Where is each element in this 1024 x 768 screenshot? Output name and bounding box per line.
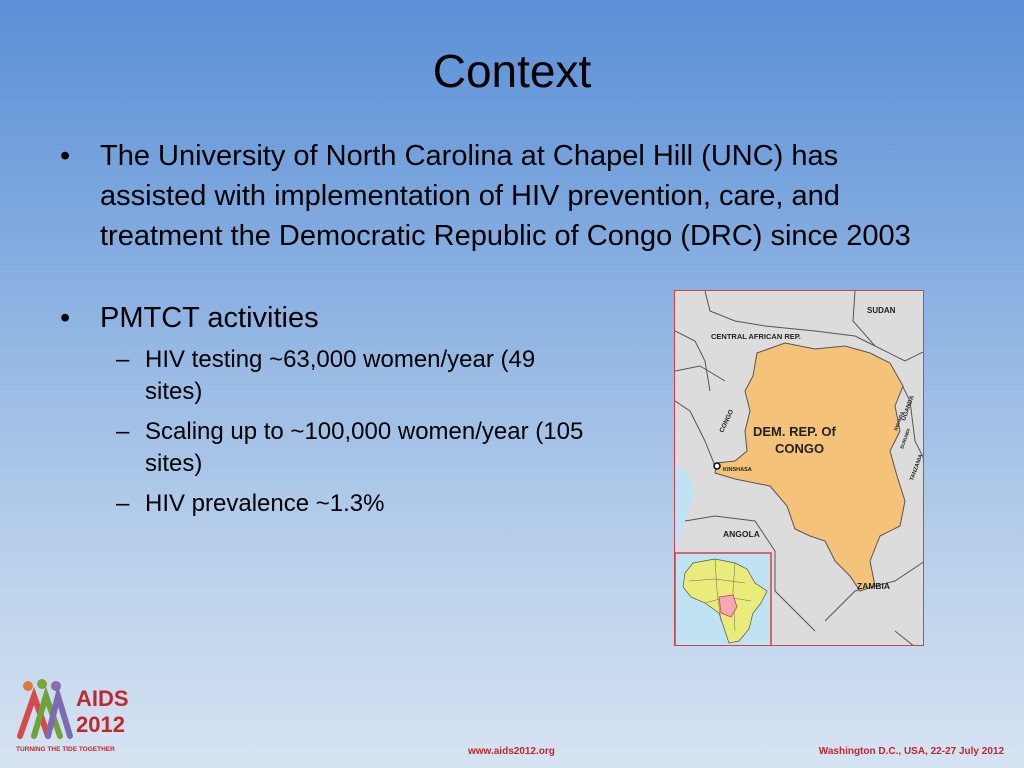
label-burundi: BURUNDI: [899, 428, 911, 449]
label-rwanda: RWANDA: [893, 410, 905, 431]
drc-map: SUDAN CENTRAL AFRICAN REP. DEM. REP. Of …: [674, 290, 924, 646]
label-zambia: ZAMBIA: [857, 581, 890, 591]
aids-logo-svg: AIDS 2012 TURNING THE TIDE TOGETHER: [16, 679, 129, 753]
label-car: CENTRAL AFRICAN REP.: [711, 332, 801, 341]
label-drc-line1: DEM. REP. Of: [753, 424, 837, 439]
dash-marker: –: [116, 490, 130, 517]
bullet-marker: •: [60, 140, 71, 172]
sub-bullet-text: HIV testing ~63,000 women/year (49 sites…: [145, 346, 536, 405]
drc-map-svg: SUDAN CENTRAL AFRICAN REP. DEM. REP. Of …: [675, 291, 923, 645]
sub-bullet-item: – HIV testing ~63,000 women/year (49 sit…: [60, 344, 585, 408]
logo-tagline: TURNING THE TIDE TOGETHER: [16, 746, 115, 753]
africa-inset-map: [675, 552, 772, 645]
sub-bullet-text: Scaling up to ~100,000 women/year (105 s…: [145, 418, 584, 477]
label-sudan: SUDAN: [867, 306, 896, 315]
sub-bullet-text: HIV prevalence ~1.3%: [145, 490, 385, 517]
slide-title: Context: [432, 45, 592, 97]
dash-marker: –: [116, 418, 130, 445]
bullet-item: • PMTCT activities: [60, 298, 940, 338]
sub-bullet-item: – HIV prevalence ~1.3%: [60, 488, 625, 520]
bullet-marker: •: [60, 302, 71, 334]
bullet-list: • The University of North Carolina at Ch…: [60, 136, 940, 528]
map-ocean: [675, 466, 689, 496]
footer-event-info: Washington D.C., USA, 22-27 July 2012: [818, 746, 1004, 757]
logo-aids-text: AIDS: [76, 686, 129, 711]
sub-bullet-item: – Scaling up to ~100,000 women/year (105…: [60, 416, 625, 480]
label-drc-line2: CONGO: [775, 441, 824, 456]
bullet-item: • The University of North Carolina at Ch…: [60, 136, 950, 256]
bullet-text: The University of North Carolina at Chap…: [100, 140, 911, 252]
label-kinshasa: KINSHASA: [723, 467, 752, 473]
footer-url[interactable]: www.aids2012.org: [468, 746, 555, 757]
kinshasa-marker: [713, 462, 721, 470]
drc-shape: [714, 342, 906, 592]
bullet-text: PMTCT activities: [100, 302, 319, 334]
aids-2012-logo: AIDS 2012 TURNING THE TIDE TOGETHER: [14, 676, 140, 758]
sub-bullet-list: – HIV testing ~63,000 women/year (49 sit…: [60, 344, 940, 520]
map-ocean: [675, 476, 695, 551]
dash-marker: –: [116, 346, 130, 373]
label-angola: ANGOLA: [723, 529, 760, 539]
logo-year-text: 2012: [76, 712, 125, 737]
